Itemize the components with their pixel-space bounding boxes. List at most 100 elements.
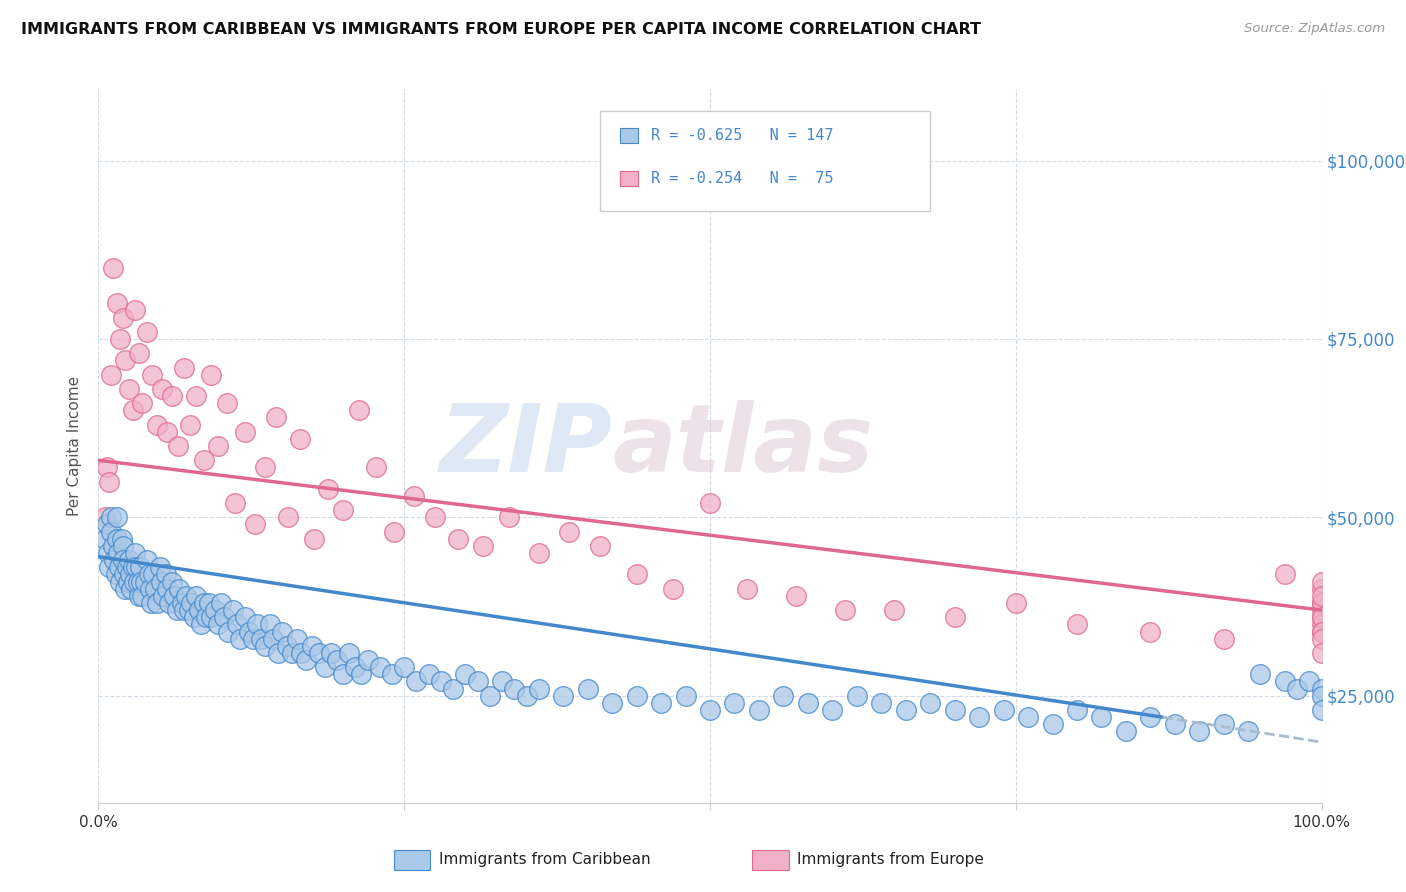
Point bbox=[1310, 610, 1333, 624]
Point bbox=[1310, 582, 1333, 596]
Point bbox=[277, 510, 299, 524]
Point bbox=[1310, 624, 1333, 639]
Point bbox=[498, 510, 520, 524]
Point bbox=[290, 646, 312, 660]
Point bbox=[200, 368, 222, 382]
Point bbox=[423, 510, 446, 524]
Point bbox=[772, 689, 794, 703]
Point bbox=[1286, 681, 1309, 696]
Point bbox=[117, 574, 139, 589]
Point bbox=[1298, 674, 1320, 689]
Point bbox=[276, 639, 298, 653]
Point bbox=[1042, 717, 1064, 731]
Point bbox=[214, 610, 236, 624]
Point bbox=[111, 553, 134, 567]
Point bbox=[1310, 632, 1333, 646]
Point bbox=[943, 610, 966, 624]
Point bbox=[1310, 603, 1333, 617]
Point bbox=[167, 439, 190, 453]
Point bbox=[177, 603, 200, 617]
Point bbox=[471, 539, 494, 553]
Point bbox=[699, 496, 721, 510]
Point bbox=[128, 589, 150, 603]
Point bbox=[121, 560, 143, 574]
Point bbox=[600, 696, 623, 710]
Point bbox=[1066, 617, 1088, 632]
Point bbox=[920, 696, 942, 710]
Point bbox=[156, 425, 179, 439]
Point bbox=[1310, 596, 1333, 610]
Point bbox=[314, 660, 336, 674]
Point bbox=[699, 703, 721, 717]
Point bbox=[209, 596, 232, 610]
Point bbox=[157, 596, 180, 610]
Point bbox=[821, 703, 844, 717]
Point bbox=[98, 475, 121, 489]
Point bbox=[166, 603, 188, 617]
Point bbox=[332, 503, 354, 517]
Point bbox=[180, 596, 202, 610]
Point bbox=[1115, 724, 1137, 739]
Point bbox=[262, 632, 284, 646]
Point bbox=[1139, 710, 1161, 724]
Point bbox=[224, 496, 246, 510]
Point bbox=[233, 425, 256, 439]
Point bbox=[139, 582, 162, 596]
Point bbox=[146, 596, 169, 610]
Point bbox=[129, 560, 152, 574]
Point bbox=[454, 667, 477, 681]
Point bbox=[883, 603, 905, 617]
Point bbox=[111, 539, 134, 553]
Point bbox=[222, 603, 245, 617]
Point bbox=[142, 567, 165, 582]
Point bbox=[318, 482, 340, 496]
Point bbox=[1249, 667, 1271, 681]
Point bbox=[149, 574, 172, 589]
Point bbox=[253, 460, 276, 475]
Point bbox=[447, 532, 470, 546]
Point bbox=[1004, 596, 1026, 610]
Point bbox=[190, 617, 212, 632]
Point bbox=[1310, 689, 1333, 703]
Point bbox=[207, 617, 229, 632]
Point bbox=[118, 382, 141, 396]
Point bbox=[149, 560, 172, 574]
Point bbox=[441, 681, 464, 696]
Point bbox=[319, 646, 342, 660]
Point bbox=[1310, 703, 1333, 717]
Text: R = -0.254   N =  75: R = -0.254 N = 75 bbox=[651, 171, 834, 186]
Point bbox=[650, 696, 672, 710]
Point bbox=[110, 332, 132, 346]
Point bbox=[332, 667, 354, 681]
Point bbox=[134, 574, 156, 589]
Point bbox=[1310, 617, 1333, 632]
Point bbox=[1139, 624, 1161, 639]
Point bbox=[894, 703, 917, 717]
Point bbox=[155, 567, 177, 582]
Point bbox=[267, 646, 290, 660]
Point bbox=[173, 603, 195, 617]
Point bbox=[1212, 632, 1234, 646]
Point bbox=[870, 696, 893, 710]
Point bbox=[295, 653, 318, 667]
Point bbox=[797, 696, 820, 710]
Point bbox=[1066, 703, 1088, 717]
Bar bbox=[620, 128, 638, 144]
Point bbox=[242, 632, 264, 646]
Point bbox=[280, 646, 302, 660]
Text: atlas: atlas bbox=[612, 400, 873, 492]
Point bbox=[368, 660, 391, 674]
Point bbox=[553, 689, 575, 703]
Point bbox=[143, 582, 166, 596]
Point bbox=[402, 489, 425, 503]
Text: Immigrants from Europe: Immigrants from Europe bbox=[797, 853, 984, 867]
Point bbox=[993, 703, 1015, 717]
Point bbox=[1310, 624, 1333, 639]
Point bbox=[1090, 710, 1112, 724]
Point bbox=[110, 574, 132, 589]
Point bbox=[967, 710, 990, 724]
Point bbox=[179, 417, 201, 432]
Point bbox=[96, 460, 118, 475]
Point bbox=[150, 382, 173, 396]
Point bbox=[163, 589, 186, 603]
